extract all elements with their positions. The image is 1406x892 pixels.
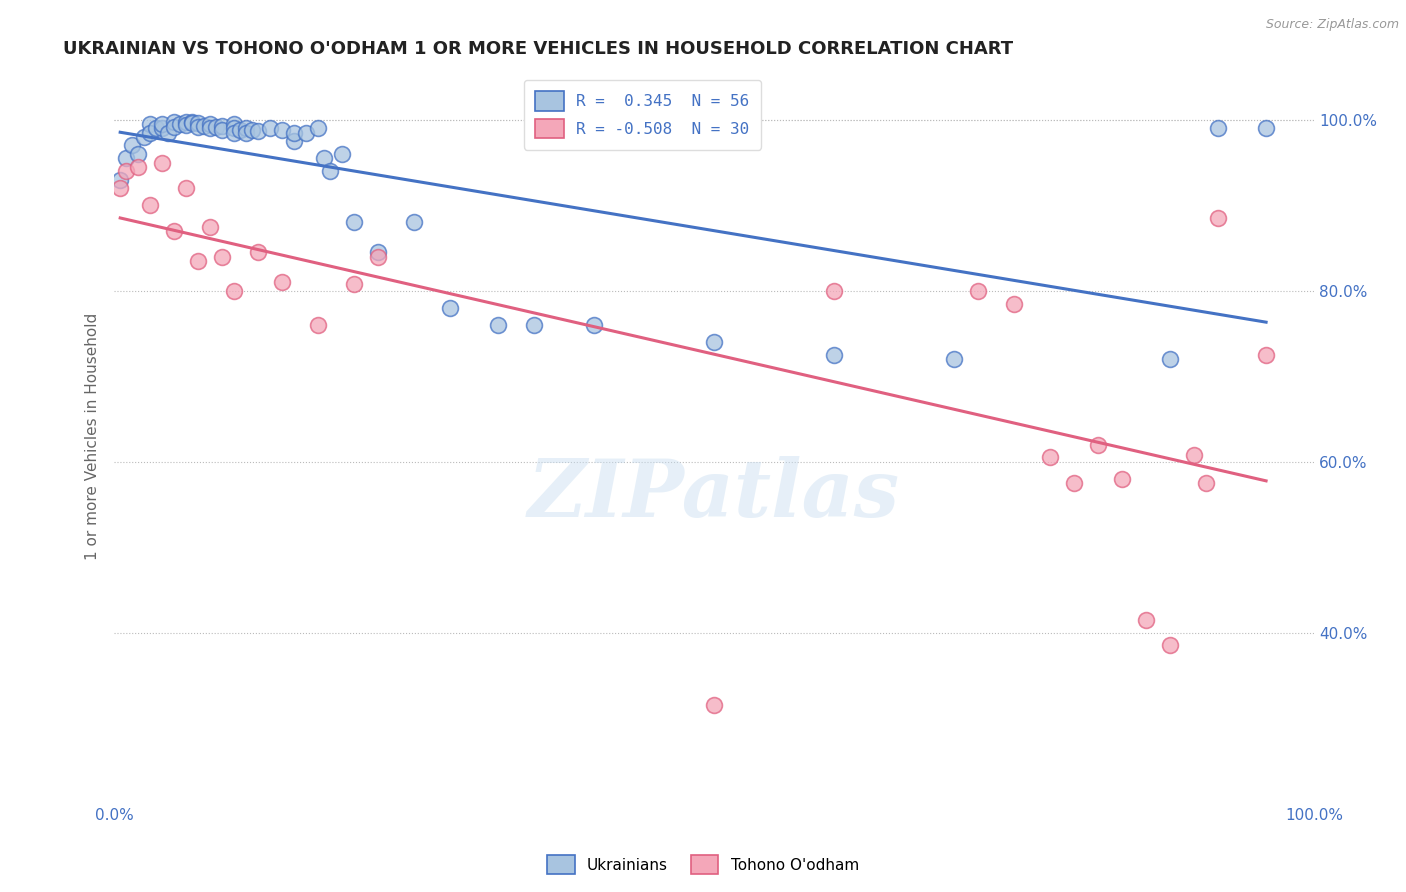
Point bbox=[439, 301, 461, 315]
Point bbox=[1087, 437, 1109, 451]
Point bbox=[198, 117, 221, 131]
Point bbox=[205, 120, 228, 134]
Text: ZIPatlas: ZIPatlas bbox=[529, 456, 900, 533]
Point bbox=[1254, 121, 1277, 136]
Point bbox=[211, 250, 233, 264]
Point bbox=[198, 219, 221, 234]
Point bbox=[108, 172, 131, 186]
Point bbox=[1159, 352, 1181, 367]
Point bbox=[823, 348, 845, 362]
Point bbox=[115, 164, 138, 178]
Point bbox=[224, 117, 246, 131]
Point bbox=[150, 155, 173, 169]
Point bbox=[1063, 476, 1085, 491]
Point bbox=[314, 151, 336, 165]
Point bbox=[187, 120, 209, 134]
Point bbox=[247, 245, 270, 260]
Point bbox=[121, 138, 143, 153]
Point bbox=[150, 121, 173, 136]
Point bbox=[139, 198, 162, 212]
Point bbox=[174, 114, 197, 128]
Point bbox=[404, 215, 426, 229]
Point bbox=[224, 121, 246, 136]
Point bbox=[163, 120, 186, 134]
Point bbox=[163, 224, 186, 238]
Point bbox=[367, 245, 389, 260]
Point bbox=[115, 151, 138, 165]
Point bbox=[1206, 211, 1229, 226]
Point bbox=[703, 334, 725, 349]
Point bbox=[283, 134, 305, 148]
Point bbox=[259, 121, 281, 136]
Point bbox=[181, 116, 204, 130]
Point bbox=[1182, 448, 1205, 462]
Point bbox=[523, 318, 546, 332]
Point bbox=[283, 126, 305, 140]
Point bbox=[967, 284, 990, 298]
Point bbox=[224, 126, 246, 140]
Point bbox=[1111, 472, 1133, 486]
Point bbox=[583, 318, 606, 332]
Point bbox=[240, 123, 263, 137]
Point bbox=[703, 698, 725, 713]
Point bbox=[295, 126, 318, 140]
Point bbox=[1254, 348, 1277, 362]
Point bbox=[271, 123, 294, 137]
Legend: R =  0.345  N = 56, R = -0.508  N = 30: R = 0.345 N = 56, R = -0.508 N = 30 bbox=[523, 80, 761, 150]
Point bbox=[247, 124, 270, 138]
Point bbox=[211, 123, 233, 137]
Point bbox=[1195, 476, 1218, 491]
Point bbox=[235, 121, 257, 136]
Point bbox=[224, 284, 246, 298]
Point bbox=[174, 118, 197, 132]
Point bbox=[943, 352, 966, 367]
Y-axis label: 1 or more Vehicles in Household: 1 or more Vehicles in Household bbox=[86, 312, 100, 559]
Point bbox=[139, 126, 162, 140]
Point bbox=[169, 117, 191, 131]
Point bbox=[229, 123, 252, 137]
Point bbox=[367, 250, 389, 264]
Point bbox=[307, 121, 329, 136]
Point bbox=[1159, 639, 1181, 653]
Point bbox=[145, 121, 167, 136]
Point bbox=[139, 117, 162, 131]
Point bbox=[127, 160, 149, 174]
Point bbox=[150, 117, 173, 131]
Text: UKRAINIAN VS TOHONO O'ODHAM 1 OR MORE VEHICLES IN HOUSEHOLD CORRELATION CHART: UKRAINIAN VS TOHONO O'ODHAM 1 OR MORE VE… bbox=[63, 40, 1014, 58]
Point bbox=[193, 119, 215, 133]
Point bbox=[271, 275, 294, 289]
Point bbox=[486, 318, 509, 332]
Legend: Ukrainians, Tohono O'odham: Ukrainians, Tohono O'odham bbox=[541, 849, 865, 880]
Point bbox=[343, 215, 366, 229]
Point bbox=[134, 129, 156, 144]
Point bbox=[211, 119, 233, 133]
Point bbox=[127, 147, 149, 161]
Point bbox=[307, 318, 329, 332]
Point bbox=[157, 126, 180, 140]
Point bbox=[235, 126, 257, 140]
Point bbox=[1039, 450, 1062, 465]
Point bbox=[319, 164, 342, 178]
Point bbox=[187, 116, 209, 130]
Point bbox=[1135, 613, 1157, 627]
Point bbox=[198, 121, 221, 136]
Point bbox=[181, 114, 204, 128]
Point bbox=[108, 181, 131, 195]
Point bbox=[187, 253, 209, 268]
Point bbox=[1002, 296, 1025, 310]
Text: Source: ZipAtlas.com: Source: ZipAtlas.com bbox=[1265, 18, 1399, 31]
Point bbox=[1206, 121, 1229, 136]
Point bbox=[174, 181, 197, 195]
Point bbox=[823, 284, 845, 298]
Point bbox=[343, 277, 366, 291]
Point bbox=[163, 114, 186, 128]
Point bbox=[330, 147, 353, 161]
